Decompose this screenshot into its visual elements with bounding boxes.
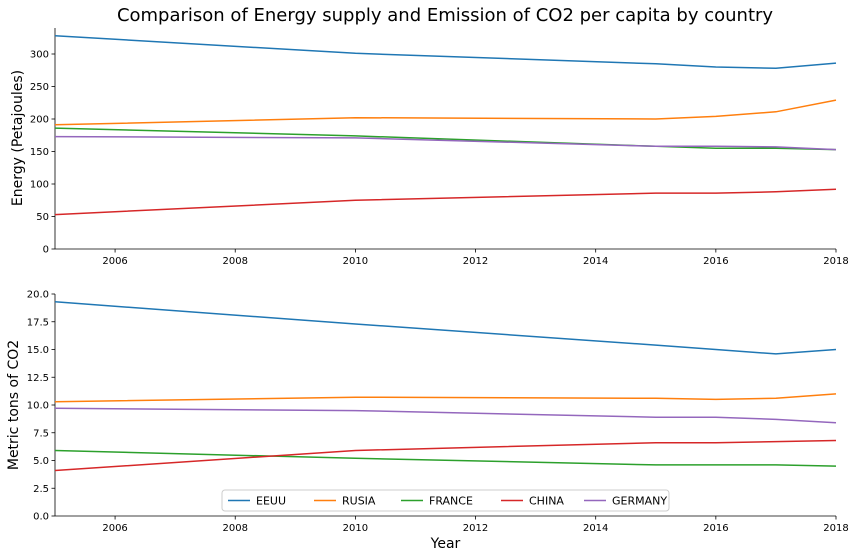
x-tick-label: 2006 — [102, 256, 127, 267]
y-axis-label: Energy (Petajoules) — [10, 70, 26, 206]
x-tick-label: 2018 — [823, 523, 848, 534]
x-axis-label: Year — [430, 536, 461, 552]
y-tick-label: 5.0 — [33, 456, 49, 467]
y-tick-label: 10.0 — [27, 401, 49, 412]
series-line-rusia — [54, 99, 837, 126]
y-tick-label: 0.0 — [33, 512, 49, 523]
series-line-germany — [54, 135, 837, 151]
y-tick-label: 100 — [30, 180, 49, 191]
y-tick-label: 20.0 — [27, 290, 49, 301]
x-tick-label: 2018 — [823, 256, 848, 267]
series-line-eeuu — [54, 301, 837, 355]
legend-label-rusia: RUSIA — [342, 495, 376, 508]
y-tick-label: 0 — [43, 245, 49, 256]
y-tick-label: 17.5 — [27, 317, 49, 328]
x-tick-label: 2016 — [703, 256, 728, 267]
series-line-rusia — [54, 393, 837, 403]
series-line-france — [54, 449, 837, 467]
x-tick-label: 2010 — [343, 523, 368, 534]
x-tick-label: 2010 — [343, 256, 368, 267]
y-tick-label: 150 — [30, 147, 49, 158]
co2-panel: 2006 2008 2010 2012 2014 2016 2018 0.0 2.5 5.0 7.5… — [6, 290, 849, 553]
y-tick-label: 7.5 — [33, 428, 49, 439]
y-tick-label: 50 — [36, 212, 49, 223]
x-tick-label: 2006 — [102, 523, 127, 534]
y-tick-label: 15.0 — [27, 345, 49, 356]
legend-label-germany: GERMANY — [612, 495, 667, 508]
y-tick-label: 2.5 — [33, 484, 49, 495]
x-tick-label: 2008 — [223, 523, 248, 534]
series-line-france — [54, 127, 837, 151]
legend-label-eeuu: EEUU — [256, 495, 286, 508]
chart-title: Comparison of Energy supply and Emission… — [117, 5, 773, 26]
y-axis-label: Metric tons of CO2 — [6, 340, 22, 470]
x-tick-label: 2012 — [463, 523, 488, 534]
legend-label-china: CHINA — [529, 495, 564, 508]
x-tick-label: 2016 — [703, 523, 728, 534]
x-tick-label: 2014 — [583, 523, 608, 534]
series-line-eeuu — [54, 35, 837, 70]
y-tick-label: 12.5 — [27, 373, 49, 384]
series-line-germany — [54, 407, 837, 424]
legend: EEUU RUSIA FRANCE CHINA GERMANY — [221, 489, 670, 512]
legend-frame — [221, 489, 670, 512]
x-tick-label: 2014 — [583, 256, 608, 267]
y-tick-label: 250 — [30, 82, 49, 93]
series-line-china — [54, 439, 837, 472]
x-tick-label: 2012 — [463, 256, 488, 267]
series-line-china — [54, 188, 837, 216]
y-tick-label: 200 — [30, 115, 49, 126]
energy-panel: 2006 2008 2010 2012 2014 2016 2018 0 50 100 150 200… — [10, 28, 849, 267]
y-tick-label: 300 — [30, 50, 49, 61]
x-tick-label: 2008 — [223, 256, 248, 267]
legend-label-france: FRANCE — [429, 495, 473, 508]
